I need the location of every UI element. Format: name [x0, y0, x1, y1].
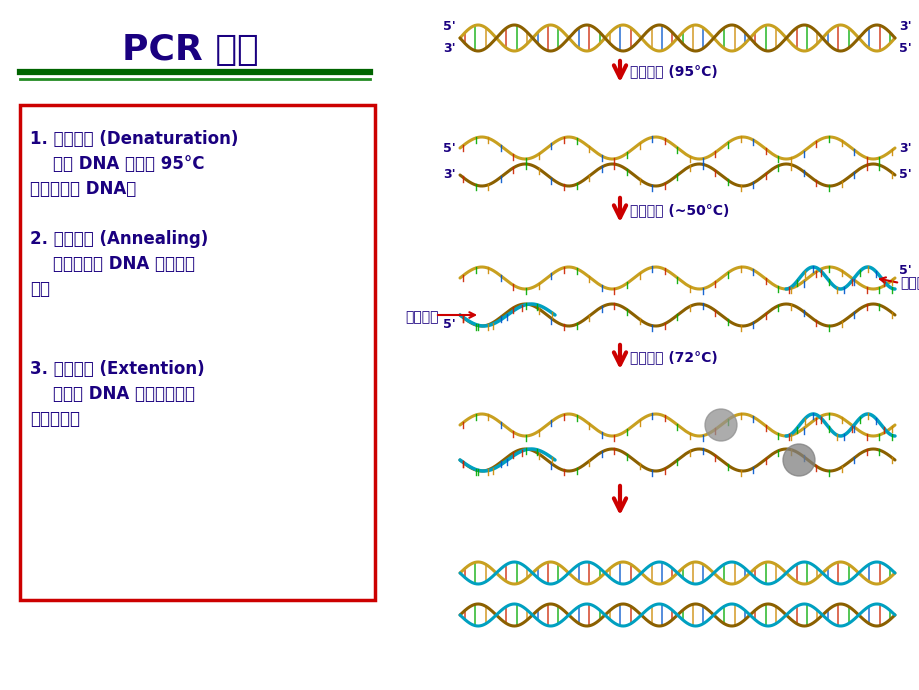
Text: 1. 模板变性 (Denaturation): 1. 模板变性 (Denaturation) — [30, 130, 238, 148]
Text: 5': 5' — [443, 319, 456, 331]
Text: PCR 过程: PCR 过程 — [121, 33, 258, 67]
Text: 5': 5' — [443, 19, 456, 32]
Text: 引物退火 (~50°C): 引物退火 (~50°C) — [630, 203, 729, 217]
Text: 5': 5' — [443, 141, 456, 155]
Text: 下游引物: 下游引物 — [899, 276, 919, 290]
Text: 链的合成。: 链的合成。 — [30, 410, 80, 428]
Circle shape — [704, 409, 736, 441]
Text: 3': 3' — [443, 41, 456, 55]
Bar — [20, 105, 375, 600]
Text: 3': 3' — [898, 19, 911, 32]
Text: 模板变性 (95°C): 模板变性 (95°C) — [630, 64, 717, 78]
Text: 变性为单链 DNA。: 变性为单链 DNA。 — [30, 180, 136, 198]
Text: 引物与单链 DNA 互补并退: 引物与单链 DNA 互补并退 — [30, 255, 195, 273]
Circle shape — [782, 444, 814, 476]
Text: 3. 延伸反应 (Extention): 3. 延伸反应 (Extention) — [30, 360, 204, 378]
Text: 5': 5' — [898, 264, 911, 277]
Text: 热稳定 DNA 聚合酶催化子: 热稳定 DNA 聚合酶催化子 — [30, 385, 195, 403]
Text: 双链 DNA 模板在 95°C: 双链 DNA 模板在 95°C — [30, 155, 204, 173]
Text: 3': 3' — [443, 168, 456, 181]
Text: 延伸反应 (72°C): 延伸反应 (72°C) — [630, 350, 717, 364]
Text: 5': 5' — [898, 168, 911, 181]
Text: 2. 引物退火 (Annealing): 2. 引物退火 (Annealing) — [30, 230, 208, 248]
Text: 3': 3' — [898, 141, 911, 155]
Text: 上游引物: 上游引物 — [404, 310, 438, 324]
Text: 5': 5' — [898, 41, 911, 55]
Text: 火。: 火。 — [30, 280, 50, 298]
